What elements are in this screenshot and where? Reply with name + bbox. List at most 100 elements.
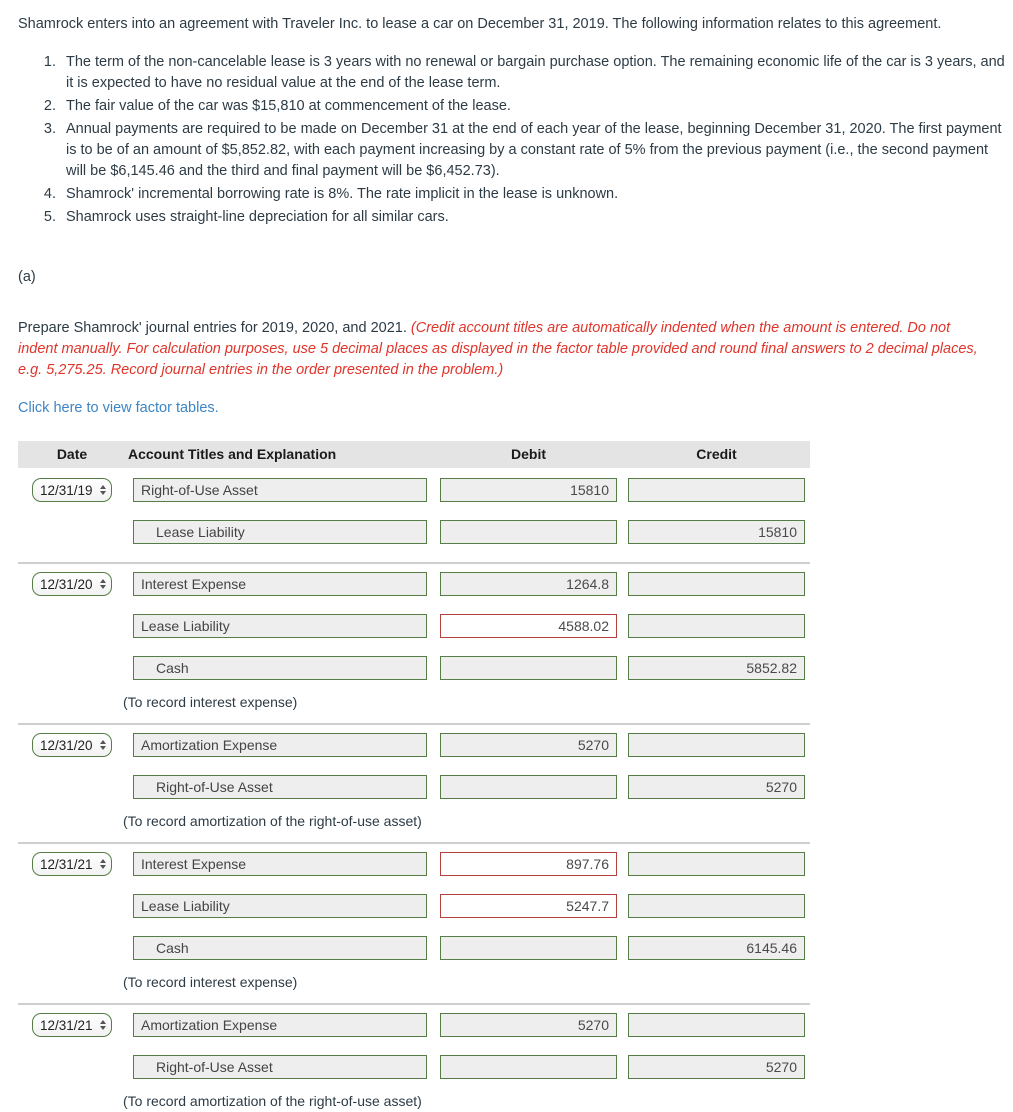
date-cell: 12/31/20 bbox=[32, 733, 112, 757]
debit-input[interactable]: 897.76 bbox=[440, 852, 617, 876]
date-select[interactable]: 12/31/21 bbox=[32, 1013, 112, 1037]
instruction-red-note: (Credit account titles are automatically… bbox=[18, 320, 978, 378]
spinner-up-down-icon bbox=[100, 579, 106, 589]
account-title-input[interactable]: Cash bbox=[133, 656, 427, 680]
debit-input[interactable] bbox=[440, 656, 617, 680]
journal-entry: 12/31/21 Interest Expense 897.76 Lease Liab… bbox=[18, 842, 810, 993]
debit-input[interactable]: 15810 bbox=[440, 478, 617, 502]
journal-entry: 12/31/20 Interest Expense 1264.8 Lease Liab… bbox=[18, 562, 810, 713]
date-cell: 12/31/19 bbox=[32, 478, 112, 502]
fact-item-2: The fair value of the car was $15,810 at… bbox=[60, 96, 1005, 117]
fact-item-3: Annual payments are required to be made … bbox=[60, 119, 1005, 182]
journal-row: Cash 6145.46 bbox=[18, 936, 810, 960]
account-title-input[interactable]: Amortization Expense bbox=[133, 1013, 427, 1037]
journal-row: 12/31/20 Interest Expense 1264.8 bbox=[18, 572, 810, 596]
header-date: Date bbox=[56, 446, 88, 462]
date-select-value: 12/31/20 bbox=[40, 576, 93, 592]
date-cell bbox=[32, 656, 112, 680]
debit-input[interactable]: 5247.7 bbox=[440, 894, 617, 918]
journal-row: 12/31/21 Amortization Expense 5270 bbox=[18, 1013, 810, 1037]
entry-note: (To record amortization of the right-of-… bbox=[123, 813, 422, 829]
fact-item-5: Shamrock uses straight-line depreciation… bbox=[60, 207, 1005, 228]
credit-input[interactable]: 15810 bbox=[628, 520, 805, 544]
account-title-input[interactable]: Right-of-Use Asset bbox=[133, 1055, 427, 1079]
journal-header-row: Date Account Titles and Explanation Debi… bbox=[18, 441, 810, 468]
account-title-input[interactable]: Right-of-Use Asset bbox=[133, 478, 427, 502]
credit-input[interactable] bbox=[628, 478, 805, 502]
journal-row: Lease Liability 5247.7 bbox=[18, 894, 810, 918]
date-cell: 12/31/21 bbox=[32, 852, 112, 876]
account-title-input[interactable]: Amortization Expense bbox=[133, 733, 427, 757]
credit-input[interactable] bbox=[628, 852, 805, 876]
header-credit: Credit bbox=[696, 446, 737, 462]
instruction-paragraph: Prepare Shamrock' journal entries for 20… bbox=[18, 318, 990, 381]
spinner-up-down-icon bbox=[100, 740, 106, 750]
debit-input[interactable] bbox=[440, 775, 617, 799]
journal-row: Lease Liability 4588.02 bbox=[18, 614, 810, 638]
credit-input[interactable] bbox=[628, 894, 805, 918]
account-title-input[interactable]: Lease Liability bbox=[133, 894, 427, 918]
instruction-plain: Prepare Shamrock' journal entries for 20… bbox=[18, 320, 411, 336]
credit-input[interactable]: 6145.46 bbox=[628, 936, 805, 960]
journal-entries: 12/31/19 Right-of-Use Asset 15810 Lease Lia… bbox=[18, 468, 810, 1112]
debit-input[interactable]: 1264.8 bbox=[440, 572, 617, 596]
journal-row: Right-of-Use Asset 5270 bbox=[18, 1055, 810, 1079]
credit-input[interactable] bbox=[628, 614, 805, 638]
spinner-up-down-icon bbox=[100, 1020, 106, 1030]
journal-entry: 12/31/20 Amortization Expense 5270 Right-of… bbox=[18, 723, 810, 832]
entry-note: (To record interest expense) bbox=[123, 974, 298, 990]
fact-item-1: The term of the non-cancelable lease is … bbox=[60, 52, 1005, 94]
date-select[interactable]: 12/31/20 bbox=[32, 572, 112, 596]
credit-input[interactable] bbox=[628, 733, 805, 757]
debit-input[interactable] bbox=[440, 1055, 617, 1079]
header-account-titles: Account Titles and Explanation bbox=[128, 446, 337, 462]
debit-input[interactable] bbox=[440, 936, 617, 960]
account-title-input[interactable]: Lease Liability bbox=[133, 614, 427, 638]
journal-entry: 12/31/19 Right-of-Use Asset 15810 Lease Lia… bbox=[18, 468, 810, 544]
date-cell bbox=[32, 1055, 112, 1079]
date-select[interactable]: 12/31/19 bbox=[32, 478, 112, 502]
spinner-up-down-icon bbox=[100, 859, 106, 869]
date-cell bbox=[32, 614, 112, 638]
debit-input[interactable]: 5270 bbox=[440, 733, 617, 757]
entry-note: (To record amortization of the right-of-… bbox=[123, 1093, 422, 1109]
debit-input[interactable] bbox=[440, 520, 617, 544]
date-cell bbox=[32, 936, 112, 960]
credit-input[interactable]: 5270 bbox=[628, 1055, 805, 1079]
journal-table: Date Account Titles and Explanation Debi… bbox=[18, 441, 810, 1112]
date-select-value: 12/31/20 bbox=[40, 737, 93, 753]
journal-row: Lease Liability 15810 bbox=[18, 520, 810, 544]
date-cell: 12/31/20 bbox=[32, 572, 112, 596]
entry-note: (To record interest expense) bbox=[123, 694, 298, 710]
spinner-up-down-icon bbox=[100, 485, 106, 495]
factor-tables-link[interactable]: Click here to view factor tables. bbox=[18, 400, 219, 416]
account-title-input[interactable]: Right-of-Use Asset bbox=[133, 775, 427, 799]
debit-input[interactable]: 5270 bbox=[440, 1013, 617, 1037]
date-select-value: 12/31/21 bbox=[40, 1017, 93, 1033]
date-cell bbox=[32, 775, 112, 799]
journal-row: Cash 5852.82 bbox=[18, 656, 810, 680]
date-cell bbox=[32, 894, 112, 918]
date-select-value: 12/31/19 bbox=[40, 482, 93, 498]
account-title-input[interactable]: Cash bbox=[133, 936, 427, 960]
account-title-input[interactable]: Interest Expense bbox=[133, 572, 427, 596]
account-title-input[interactable]: Interest Expense bbox=[133, 852, 427, 876]
credit-input[interactable] bbox=[628, 572, 805, 596]
account-title-input[interactable]: Lease Liability bbox=[133, 520, 427, 544]
date-select[interactable]: 12/31/20 bbox=[32, 733, 112, 757]
credit-input[interactable] bbox=[628, 1013, 805, 1037]
header-debit: Debit bbox=[511, 446, 546, 462]
part-label: (a) bbox=[18, 269, 36, 285]
credit-input[interactable]: 5270 bbox=[628, 775, 805, 799]
date-select[interactable]: 12/31/21 bbox=[32, 852, 112, 876]
credit-input[interactable]: 5852.82 bbox=[628, 656, 805, 680]
fact-item-4: Shamrock' incremental borrowing rate is … bbox=[60, 184, 1005, 205]
journal-row: 12/31/20 Amortization Expense 5270 bbox=[18, 733, 810, 757]
date-select-value: 12/31/21 bbox=[40, 856, 93, 872]
debit-input[interactable]: 4588.02 bbox=[440, 614, 617, 638]
journal-row: Right-of-Use Asset 5270 bbox=[18, 775, 810, 799]
journal-row: 12/31/19 Right-of-Use Asset 15810 bbox=[18, 478, 810, 502]
journal-entry: 12/31/21 Amortization Expense 5270 Right-of… bbox=[18, 1003, 810, 1112]
problem-facts-list: The term of the non-cancelable lease is … bbox=[18, 52, 1005, 228]
problem-intro: Shamrock enters into an agreement with T… bbox=[18, 16, 942, 32]
